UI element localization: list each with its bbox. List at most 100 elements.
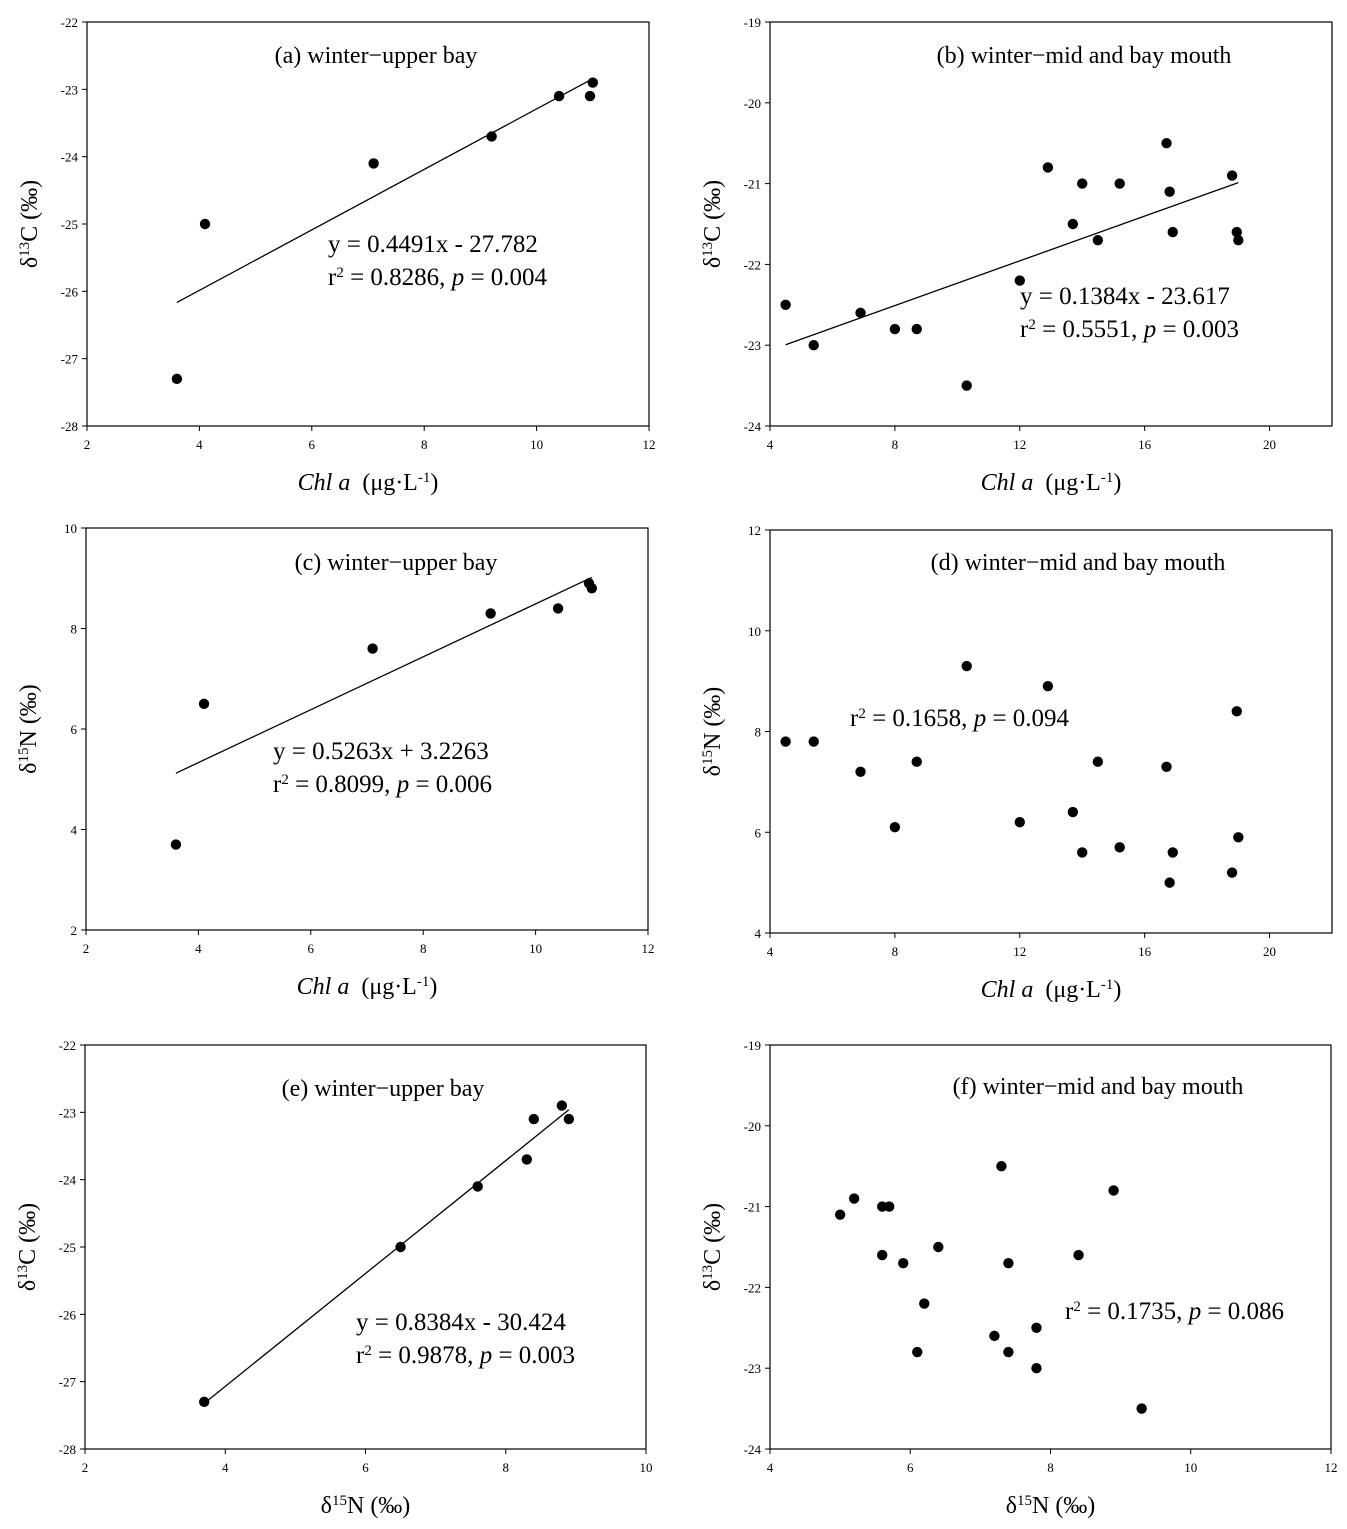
data-point: [1067, 806, 1079, 818]
data-point: [961, 380, 972, 391]
x-tick-label: 6: [309, 437, 316, 452]
x-tick-label: 4: [222, 1460, 229, 1475]
x-tick-label: 12: [1013, 437, 1026, 452]
y-tick-label: -25: [59, 1240, 76, 1255]
data-point: [877, 1249, 888, 1261]
regression-line: [176, 78, 594, 304]
data-point: [395, 1241, 406, 1253]
y-tick-label: -22: [61, 15, 78, 30]
data-point: [1003, 1257, 1014, 1269]
y-tick-label: -22: [59, 1038, 76, 1053]
x-axis-title: Chl a (μg·L-1): [981, 470, 1122, 496]
data-point: [919, 1298, 930, 1309]
y-tick-label: -27: [59, 1375, 77, 1390]
y-tick-label: -21: [744, 177, 761, 192]
data-point: [584, 90, 596, 102]
data-point: [855, 766, 866, 777]
data-point: [1077, 178, 1088, 189]
y-tick-label: -23: [61, 82, 78, 97]
data-point: [368, 158, 379, 169]
y-tick-label: -22: [744, 257, 761, 272]
data-point: [961, 660, 972, 672]
x-tick-label: 16: [1138, 437, 1152, 452]
x-tick-label: 20: [1263, 944, 1276, 959]
data-point: [586, 583, 597, 594]
panel-f: 4 6 8 10 12 -24 -23 -22 -21 -20 -19 δ15N (‰) δ13C (‰…: [700, 1038, 1338, 1519]
data-point: [1114, 842, 1125, 853]
data-point: [1226, 170, 1238, 181]
data-point: [889, 822, 901, 833]
data-point: [1042, 162, 1054, 173]
x-tick-label: 4: [767, 944, 774, 959]
panel-title: (e) winter−upper bay: [282, 1076, 485, 1102]
data-point: [1167, 847, 1178, 858]
regression-stats: r2 = 0.8286, p = 0.004: [328, 264, 548, 291]
data-point: [1161, 138, 1172, 149]
y-tick-label: -24: [744, 419, 762, 434]
x-tick-label: 4: [195, 941, 202, 956]
x-tick-label: 2: [83, 941, 90, 956]
data-point: [848, 1193, 860, 1204]
data-point: [1226, 867, 1238, 878]
plot-frame: [769, 21, 1333, 427]
data-point: [485, 608, 496, 619]
panel-c: 2 4 6 8 10 12 2 4 6 8 10 Chl a (μg·L-1) δ15N (‰) (c) …: [16, 521, 655, 1000]
data-point: [911, 323, 922, 335]
data-point: [1233, 832, 1244, 843]
y-axis-title: δ13C (‰): [17, 180, 43, 268]
data-point: [1014, 275, 1025, 286]
y-tick-label: -20: [744, 1119, 761, 1134]
regression-line: [203, 1109, 570, 1404]
y-tick-label: -22: [744, 1280, 761, 1295]
data-point: [834, 1209, 846, 1220]
regression-stats: r2 = 0.1658, p = 0.094: [850, 705, 1070, 732]
y-axis-title: δ15N (‰): [700, 687, 726, 777]
plot-frame: [769, 1044, 1332, 1450]
y-tick-label: -28: [61, 419, 78, 434]
x-tick-label: 2: [84, 437, 91, 452]
y-tick-label: 8: [755, 725, 762, 740]
x-tick-label: 8: [892, 944, 899, 959]
x-tick-label: 20: [1263, 437, 1276, 452]
x-tick-label: 8: [892, 437, 899, 452]
regression-equation: y = 0.1384x - 23.617: [1020, 283, 1230, 310]
x-tick-label: 12: [643, 437, 656, 452]
y-tick-label: -28: [59, 1442, 76, 1457]
panel-title: (b) winter−mid and bay mouth: [937, 43, 1232, 69]
data-point: [1164, 877, 1175, 888]
data-point: [855, 307, 866, 319]
data-point: [198, 698, 210, 710]
data-point: [1167, 226, 1178, 238]
data-point: [1114, 178, 1125, 189]
data-point: [367, 643, 378, 654]
x-tick-label: 10: [529, 941, 542, 956]
data-point: [1233, 234, 1244, 246]
data-point: [1231, 226, 1242, 238]
x-tick-label: 16: [1138, 944, 1152, 959]
data-point: [989, 1330, 1000, 1342]
data-point: [171, 373, 183, 385]
data-point: [780, 736, 791, 747]
panel-d: 4 8 12 16 20 4 6 8 10 12 Chl a (μg·L-1) δ15N (‰) (d)…: [700, 523, 1333, 1003]
y-tick-label: 4: [71, 823, 78, 838]
data-point: [528, 1113, 539, 1125]
data-point: [1136, 1403, 1147, 1414]
regression-stats: r2 = 0.1735, p = 0.086: [1065, 1298, 1284, 1325]
x-tick-label: 8: [421, 437, 428, 452]
data-point: [912, 1346, 923, 1358]
y-axis-title: δ13C (‰): [15, 1203, 41, 1291]
x-tick-label: 6: [362, 1460, 369, 1475]
data-point: [552, 603, 564, 614]
panel-e: 2 4 6 8 10 -28 -27 -26 -25 -24 -23 -22 δ15N (‰) δ13C …: [15, 1038, 653, 1519]
panel-title: (d) winter−mid and bay mouth: [931, 550, 1226, 576]
data-point: [553, 90, 565, 102]
x-axis-title: Chl a (μg·L-1): [298, 470, 439, 496]
data-point: [996, 1161, 1007, 1172]
x-tick-label: 10: [1184, 1460, 1197, 1475]
x-tick-label: 8: [1047, 1460, 1054, 1475]
y-tick-label: -26: [61, 284, 79, 299]
y-tick-label: -24: [59, 1173, 77, 1188]
data-point: [563, 1113, 575, 1125]
x-axis-title: δ15N (‰): [321, 1493, 411, 1519]
